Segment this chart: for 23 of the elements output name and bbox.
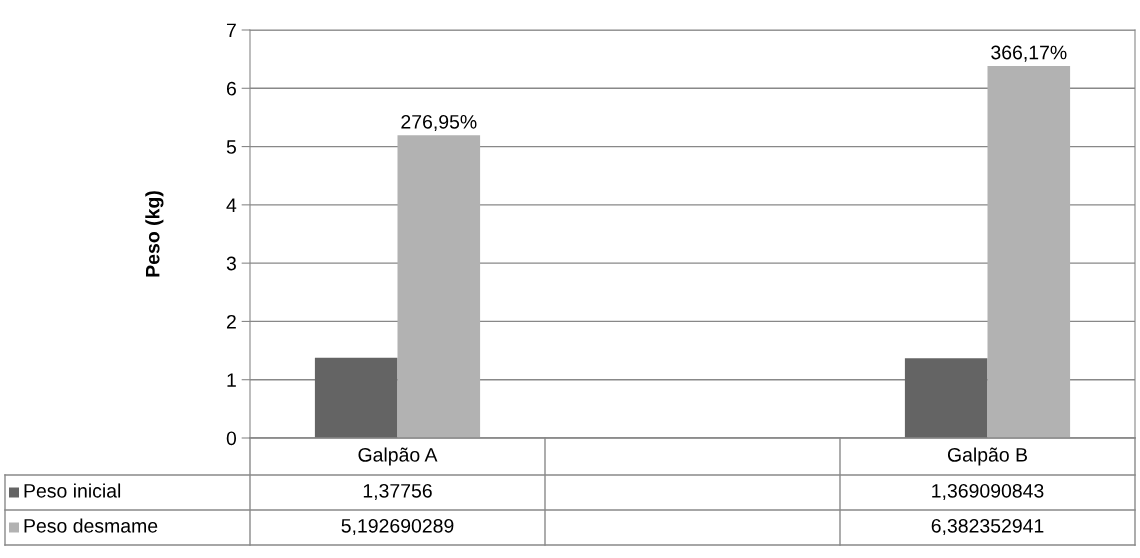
legend-label: Peso desmame [24, 518, 158, 533]
y-tick-label: 7 [226, 23, 236, 38]
legend-label: Peso inicial [24, 483, 121, 498]
y-tick-label: 3 [226, 256, 236, 271]
data-label: 5,192690289 [341, 518, 454, 536]
annotation: 366,17% [991, 45, 1067, 62]
y-tick-label: 0 [226, 431, 237, 446]
x-tick-label: Galpão B [947, 447, 1028, 466]
y-tick-label: 4 [226, 198, 237, 212]
bar [397, 135, 481, 438]
bar [904, 358, 988, 438]
bar [314, 357, 398, 438]
y-tick-label: 2 [226, 314, 236, 329]
y-axis-title: Peso (kg) [145, 191, 164, 277]
bar [987, 66, 1071, 438]
y-tick-label: 6 [226, 81, 236, 96]
y-tick-label: 1 [227, 373, 236, 387]
data-label: 1,37756 [363, 483, 432, 501]
y-tick-label: 5 [226, 140, 236, 154]
x-tick-label: Galpão A [358, 447, 438, 466]
annotation: 276,95% [401, 114, 477, 132]
data-label: 6,382352941 [931, 518, 1044, 536]
data-label: 1,369090843 [932, 483, 1044, 501]
